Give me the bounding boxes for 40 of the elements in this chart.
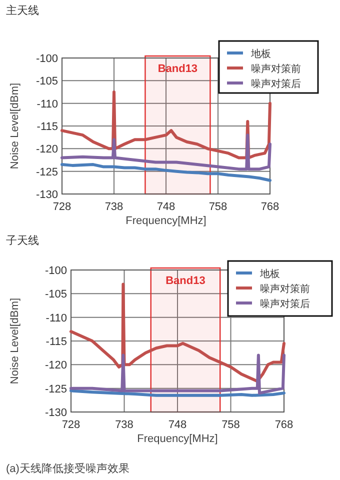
legend-label: 地板 — [259, 268, 280, 280]
x-tick-label: 768 — [274, 419, 294, 431]
line-series — [70, 354, 286, 395]
x-tick-label: 738 — [115, 419, 134, 431]
y-tick-label: -125 — [36, 166, 58, 178]
chart-title: 子天线 — [6, 234, 39, 247]
y-tick-label: -120 — [44, 360, 67, 372]
x-tick-label: 728 — [52, 201, 72, 213]
line-series — [60, 163, 272, 182]
x-axis-title: Frequency[MHz] — [126, 215, 206, 227]
x-tick-label: 768 — [260, 201, 280, 213]
legend-label: 地板 — [250, 48, 271, 60]
legend-label: 噪声对策后 — [260, 298, 310, 310]
y-tick-label: -110 — [46, 312, 67, 324]
y-tick-label: -115 — [36, 121, 58, 133]
legend-label: 噪声对策前 — [251, 63, 301, 75]
x-tick-label: 748 — [168, 419, 187, 431]
y-tick-label: -125 — [44, 383, 67, 396]
y-tick-label: -100 — [44, 265, 67, 277]
legend-label: 噪声对策前 — [260, 283, 310, 295]
x-tick-label: 758 — [208, 201, 228, 213]
y-tick-label: -105 — [44, 288, 67, 301]
y-tick-label: -105 — [36, 76, 58, 88]
y-tick-label: -130 — [36, 189, 58, 201]
x-axis-title: Frequency[MHz] — [137, 433, 218, 445]
line-series — [60, 134, 272, 171]
y-tick-label: -120 — [36, 144, 58, 156]
y-tick-label: -100 — [36, 53, 58, 65]
x-tick-label: 738 — [104, 201, 124, 213]
x-tick-label: 748 — [156, 201, 176, 213]
y-tick-label: -130 — [44, 407, 67, 419]
y-axis-title: Noise Level[dBm] — [9, 82, 21, 170]
y-axis-title: Noise Level[dBm] — [9, 298, 21, 384]
legend-label: 噪声对策后 — [251, 78, 301, 90]
y-tick-label: -115 — [46, 336, 67, 348]
chart-title: 主天线 — [6, 4, 39, 17]
x-tick-label: 758 — [222, 419, 240, 431]
y-tick-label: -110 — [36, 98, 58, 110]
x-tick-label: 728 — [62, 419, 80, 431]
text: (a)天线降低接受噪声效果 — [6, 462, 130, 475]
